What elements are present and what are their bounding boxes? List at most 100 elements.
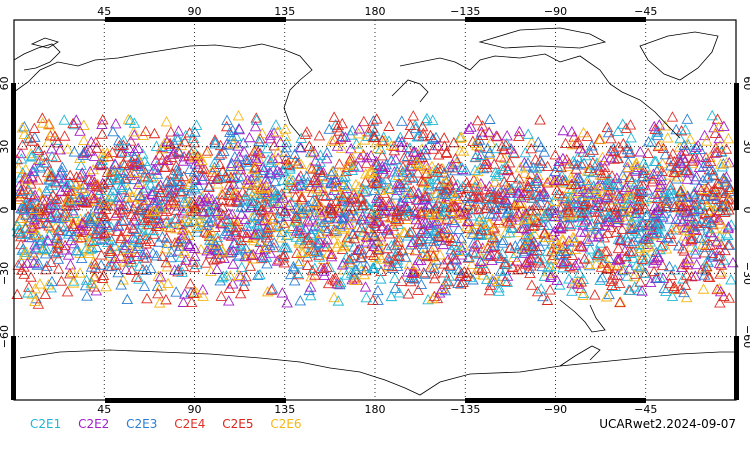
occultation-marker	[566, 285, 578, 296]
occultation-marker	[261, 142, 273, 154]
occultation-marker	[358, 237, 371, 248]
occultation-marker	[172, 245, 184, 256]
occultation-marker	[663, 260, 676, 272]
occultation-marker	[162, 187, 174, 199]
occultation-marker	[132, 142, 144, 153]
occultation-marker	[334, 133, 347, 144]
occultation-marker	[601, 211, 614, 222]
occultation-marker	[348, 160, 360, 172]
occultation-marker	[683, 167, 695, 178]
occultation-marker	[135, 201, 148, 213]
occultation-marker	[407, 267, 420, 278]
occultation-marker	[325, 248, 338, 259]
occultation-marker	[216, 245, 229, 257]
occultation-marker	[675, 193, 687, 204]
occultation-marker	[389, 272, 401, 283]
occultation-marker	[461, 207, 473, 218]
occultation-marker	[624, 245, 636, 257]
occultation-marker	[670, 213, 682, 225]
occultation-marker	[466, 258, 478, 269]
occultation-marker	[240, 156, 253, 167]
occultation-marker	[684, 133, 696, 144]
occultation-marker	[45, 142, 58, 154]
occultation-marker	[418, 268, 431, 279]
occultation-marker	[368, 217, 381, 228]
occultation-marker	[648, 207, 661, 218]
occultation-marker	[183, 238, 195, 250]
occultation-marker	[472, 165, 484, 177]
occultation-marker	[594, 274, 606, 285]
occultation-marker	[321, 146, 333, 158]
occultation-marker	[376, 160, 389, 171]
occultation-marker	[14, 223, 26, 234]
coastline-eurasia	[13, 43, 313, 137]
occultation-marker	[515, 263, 528, 274]
occultation-marker	[664, 184, 677, 196]
occultation-marker	[223, 187, 236, 198]
occultation-marker	[318, 216, 331, 227]
occultation-marker	[361, 130, 374, 141]
occultation-marker	[503, 227, 516, 238]
occultation-marker	[481, 249, 494, 261]
occultation-marker	[438, 266, 451, 278]
occultation-marker	[172, 125, 185, 136]
occultation-marker	[313, 129, 326, 141]
occultation-marker	[303, 237, 316, 249]
occultation-marker	[480, 273, 493, 285]
occultation-marker	[505, 184, 517, 196]
occultation-marker	[581, 130, 594, 141]
occultation-marker	[651, 129, 664, 141]
occultation-marker	[201, 245, 213, 256]
occultation-marker	[250, 112, 263, 123]
occultation-marker	[624, 193, 637, 204]
occultation-marker	[457, 145, 470, 156]
occultation-marker	[159, 161, 172, 172]
occultation-marker	[61, 285, 74, 297]
occultation-marker	[444, 259, 457, 270]
occultation-marker	[679, 123, 692, 135]
occultation-marker	[290, 210, 303, 221]
occultation-marker	[563, 273, 575, 284]
occultation-marker	[414, 227, 427, 238]
occultation-marker	[657, 272, 670, 283]
occultation-marker	[714, 140, 726, 151]
occultation-marker	[466, 246, 479, 257]
occultation-marker	[276, 287, 289, 298]
occultation-marker	[375, 253, 388, 264]
occultation-marker	[240, 242, 252, 254]
occultation-marker	[304, 289, 317, 301]
occultation-marker	[713, 282, 726, 294]
occultation-marker	[531, 285, 544, 297]
occultation-marker	[713, 257, 726, 269]
occultation-marker	[548, 234, 560, 245]
occultation-marker	[395, 178, 407, 190]
occultation-marker	[548, 174, 561, 186]
occultation-marker	[128, 151, 141, 163]
occultation-marker	[484, 113, 496, 124]
occultation-marker	[75, 231, 88, 243]
occultation-marker	[194, 195, 207, 207]
occultation-marker	[611, 260, 624, 271]
occultation-marker	[261, 258, 273, 269]
occultation-marker	[538, 146, 551, 157]
occultation-marker	[302, 215, 315, 227]
occultation-marker	[83, 247, 95, 259]
occultation-marker	[128, 215, 141, 226]
occultation-marker	[349, 264, 362, 275]
occultation-marker	[609, 206, 622, 217]
occultation-marker	[449, 152, 462, 164]
occultation-marker	[719, 244, 731, 256]
occultation-marker	[594, 213, 607, 224]
occultation-marker	[602, 211, 615, 223]
occultation-marker	[424, 129, 437, 141]
occultation-marker	[26, 170, 38, 182]
occultation-marker	[392, 236, 405, 247]
occultation-marker	[74, 171, 86, 182]
occultation-marker	[428, 225, 441, 236]
occultation-marker	[511, 214, 523, 226]
occultation-marker	[195, 243, 207, 255]
occultation-marker	[144, 179, 157, 190]
occultation-marker	[616, 118, 629, 129]
occultation-marker	[633, 261, 645, 273]
occultation-marker	[363, 167, 375, 179]
